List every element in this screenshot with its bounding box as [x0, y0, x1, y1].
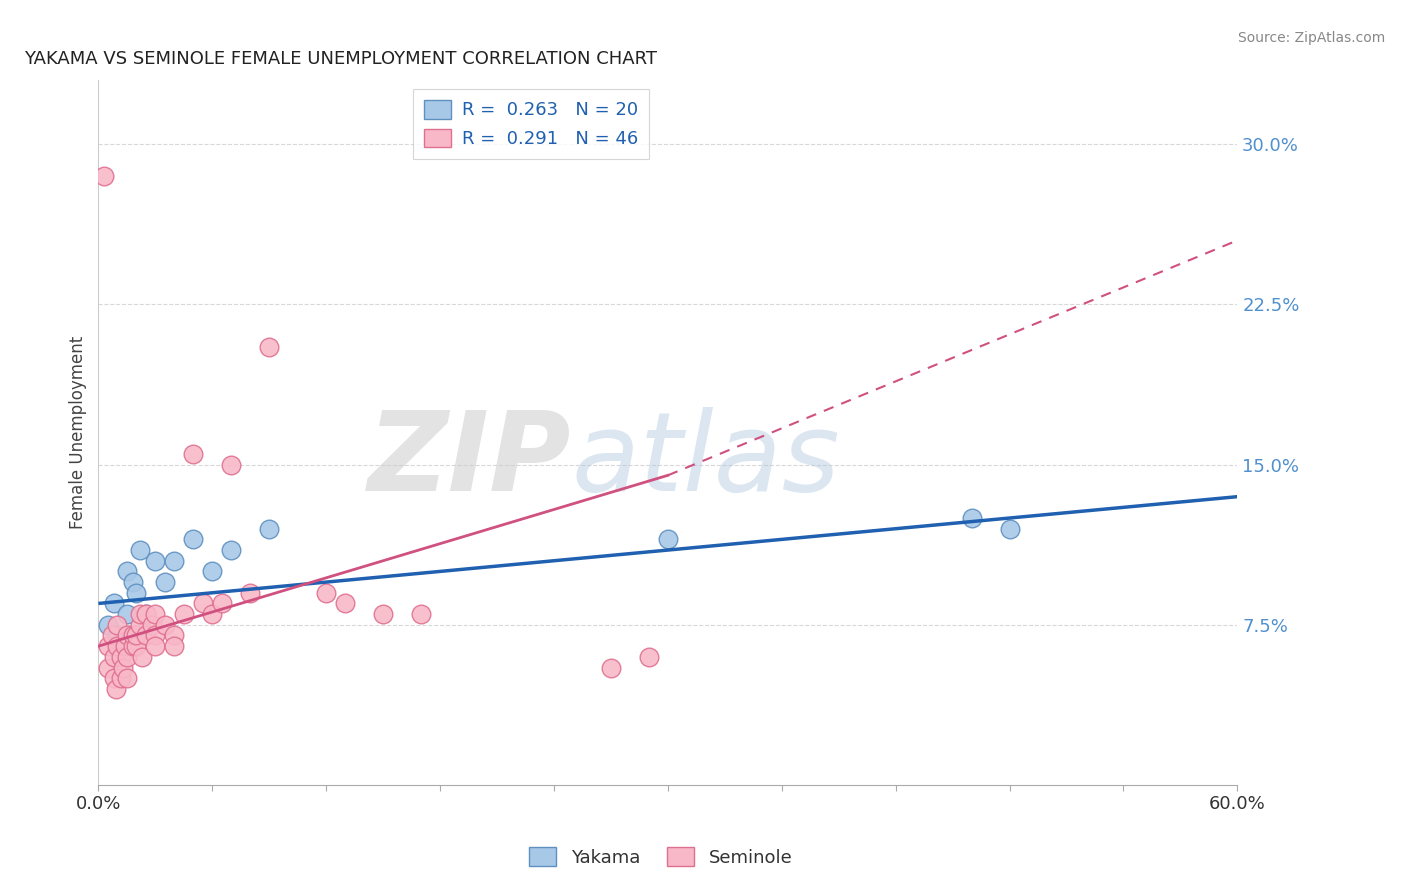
Point [960, 511, 983, 525]
Point [259, 340, 281, 354]
Point [173, 607, 195, 621]
Point [115, 607, 138, 621]
Point [411, 607, 433, 621]
Point [103, 649, 125, 664]
Point [129, 617, 152, 632]
Point [129, 607, 152, 621]
Point [104, 681, 127, 696]
Point [107, 628, 129, 642]
Point [638, 649, 661, 664]
Point [115, 565, 138, 579]
Point [129, 543, 152, 558]
Point [131, 649, 153, 664]
Point [657, 533, 679, 547]
Point [221, 458, 243, 472]
Point [335, 597, 357, 611]
Point [183, 447, 205, 461]
Point [97, 639, 120, 653]
Point [998, 522, 1021, 536]
Point [107, 639, 129, 653]
Point [110, 649, 132, 664]
Legend: R =  0.263   N = 20, R =  0.291   N = 46: R = 0.263 N = 20, R = 0.291 N = 46 [413, 89, 650, 159]
Y-axis label: Female Unemployment: Female Unemployment [69, 336, 87, 529]
Point [103, 597, 125, 611]
Point [259, 522, 281, 536]
Point [153, 575, 176, 590]
Point [125, 628, 148, 642]
Point [121, 575, 143, 590]
Point [145, 639, 167, 653]
Point [239, 586, 262, 600]
Point [115, 671, 138, 685]
Point [135, 607, 157, 621]
Point [211, 597, 233, 611]
Point [115, 649, 138, 664]
Point [141, 617, 163, 632]
Point [201, 565, 224, 579]
Point [125, 639, 148, 653]
Point [121, 639, 143, 653]
Point [115, 628, 138, 642]
Point [103, 671, 125, 685]
Point [93, 169, 115, 184]
Text: atlas: atlas [571, 408, 839, 515]
Point [315, 586, 337, 600]
Point [183, 533, 205, 547]
Text: YAKAMA VS SEMINOLE FEMALE UNEMPLOYMENT CORRELATION CHART: YAKAMA VS SEMINOLE FEMALE UNEMPLOYMENT C… [24, 50, 658, 68]
Text: Source: ZipAtlas.com: Source: ZipAtlas.com [1237, 31, 1385, 45]
Point [100, 628, 122, 642]
Point [163, 628, 186, 642]
Point [163, 554, 186, 568]
Point [145, 607, 167, 621]
Point [163, 639, 186, 653]
Point [145, 554, 167, 568]
Point [191, 597, 214, 611]
Point [153, 617, 176, 632]
Point [114, 639, 136, 653]
Point [110, 671, 132, 685]
Text: ZIP: ZIP [367, 408, 571, 515]
Point [125, 586, 148, 600]
Point [221, 543, 243, 558]
Legend: Yakama, Seminole: Yakama, Seminole [522, 840, 800, 874]
Point [201, 607, 224, 621]
Point [97, 660, 120, 674]
Point [107, 617, 129, 632]
Point [600, 660, 623, 674]
Point [110, 639, 132, 653]
Point [97, 617, 120, 632]
Point [121, 628, 143, 642]
Point [371, 607, 394, 621]
Point [135, 628, 157, 642]
Point [112, 660, 135, 674]
Point [145, 628, 167, 642]
Point [135, 607, 157, 621]
